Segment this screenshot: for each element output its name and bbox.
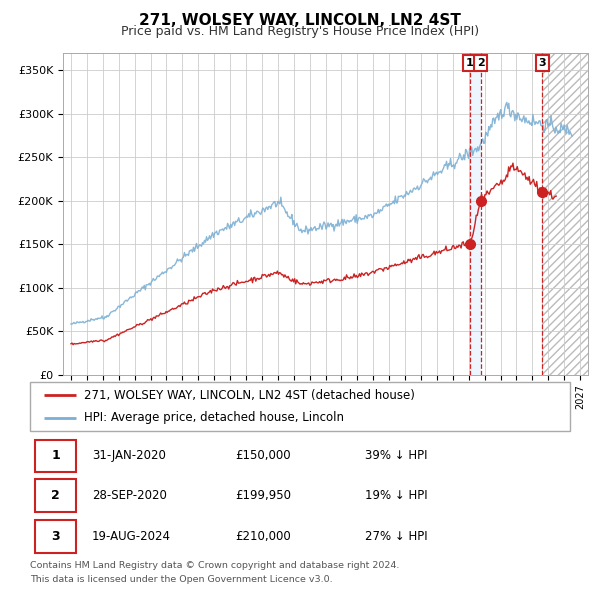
Text: £210,000: £210,000 bbox=[235, 530, 291, 543]
Bar bbox=[470, 53, 481, 375]
Text: 271, WOLSEY WAY, LINCOLN, LN2 4ST: 271, WOLSEY WAY, LINCOLN, LN2 4ST bbox=[139, 13, 461, 28]
Text: 27% ↓ HPI: 27% ↓ HPI bbox=[365, 530, 427, 543]
Text: 19% ↓ HPI: 19% ↓ HPI bbox=[365, 489, 427, 502]
FancyBboxPatch shape bbox=[35, 520, 76, 553]
FancyBboxPatch shape bbox=[35, 440, 76, 472]
Text: £199,950: £199,950 bbox=[235, 489, 291, 502]
FancyBboxPatch shape bbox=[35, 480, 76, 512]
Text: £150,000: £150,000 bbox=[235, 450, 291, 463]
Text: This data is licensed under the Open Government Licence v3.0.: This data is licensed under the Open Gov… bbox=[30, 575, 332, 584]
Text: Contains HM Land Registry data © Crown copyright and database right 2024.: Contains HM Land Registry data © Crown c… bbox=[30, 560, 400, 569]
Text: 2: 2 bbox=[477, 58, 484, 68]
Text: 28-SEP-2020: 28-SEP-2020 bbox=[92, 489, 167, 502]
Text: 3: 3 bbox=[52, 530, 60, 543]
Text: 2: 2 bbox=[51, 489, 60, 502]
Text: Price paid vs. HM Land Registry's House Price Index (HPI): Price paid vs. HM Land Registry's House … bbox=[121, 25, 479, 38]
Text: 1: 1 bbox=[466, 58, 474, 68]
Text: 1: 1 bbox=[51, 450, 60, 463]
Bar bbox=[542, 53, 588, 375]
Text: 19-AUG-2024: 19-AUG-2024 bbox=[92, 530, 171, 543]
Text: 31-JAN-2020: 31-JAN-2020 bbox=[92, 450, 166, 463]
Text: 39% ↓ HPI: 39% ↓ HPI bbox=[365, 450, 427, 463]
Text: 271, WOLSEY WAY, LINCOLN, LN2 4ST (detached house): 271, WOLSEY WAY, LINCOLN, LN2 4ST (detac… bbox=[84, 389, 415, 402]
Text: 3: 3 bbox=[539, 58, 546, 68]
Text: HPI: Average price, detached house, Lincoln: HPI: Average price, detached house, Linc… bbox=[84, 411, 344, 424]
